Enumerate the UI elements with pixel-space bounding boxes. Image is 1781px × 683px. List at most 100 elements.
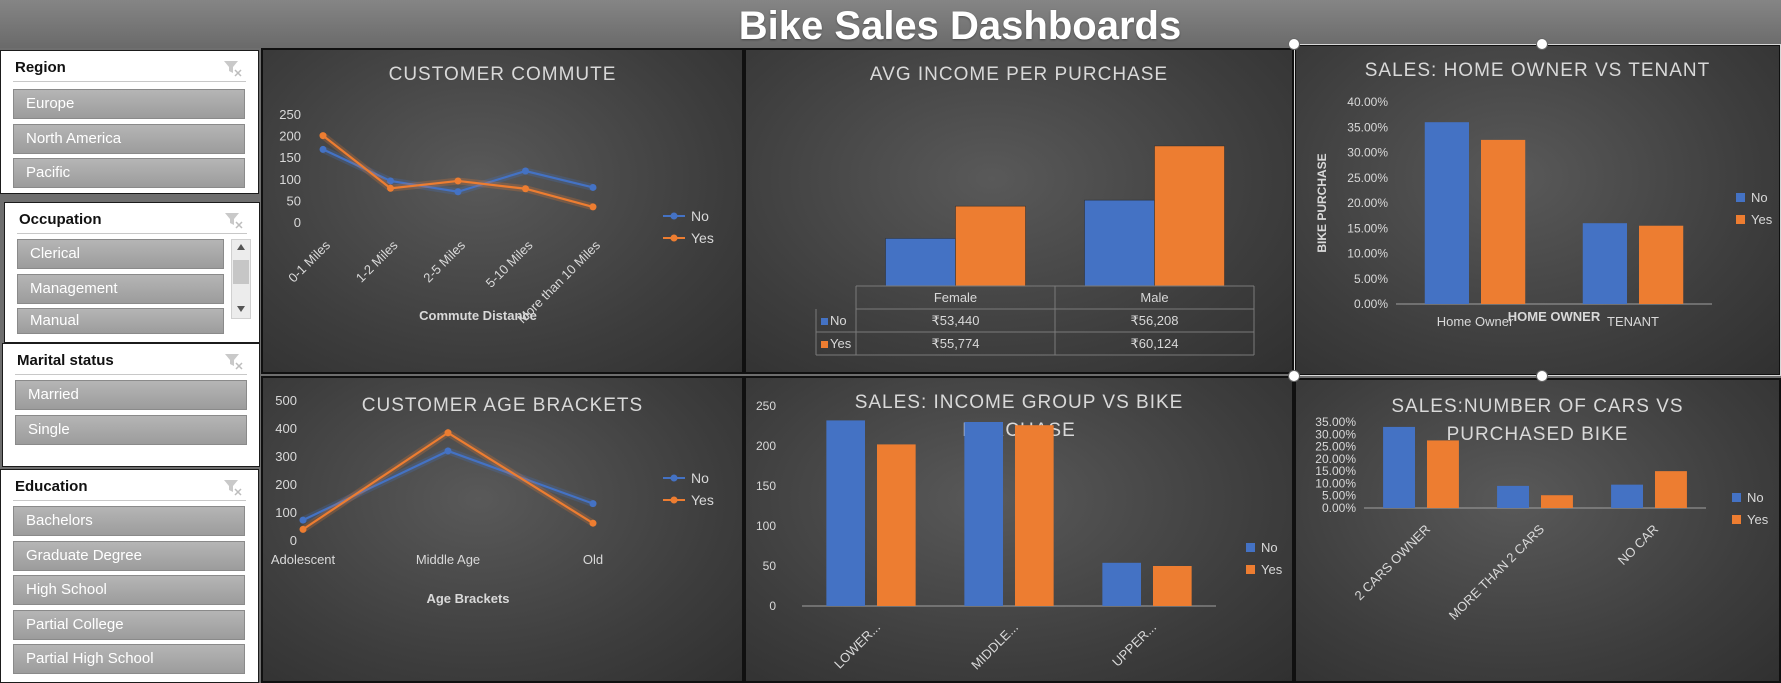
home-owner-chart[interactable]: SALES: HOME OWNER VS TENANT 0.00% 5.00% 10.… [1294, 44, 1781, 376]
dashboard-title: Bike Sales Dashboards [738, 4, 1182, 48]
x-tick-label: Adolescent [271, 552, 336, 567]
slicer-item-clerical[interactable]: Clerical [17, 239, 224, 269]
resize-handle[interactable] [1288, 370, 1300, 382]
data-point-no [444, 447, 452, 455]
bar-no-upper [1102, 562, 1141, 606]
data-point-yes [589, 203, 597, 211]
x-axis-title: Commute Distance [419, 308, 537, 323]
data-point-yes [299, 525, 307, 533]
clear-filter-icon[interactable] [223, 211, 243, 229]
region-slicer-header: Region [13, 57, 246, 82]
bar-no-home-owner [1424, 122, 1469, 304]
y-tick-label: 50 [763, 559, 777, 573]
resize-handle[interactable] [1536, 370, 1548, 382]
data-point-yes [454, 177, 462, 185]
legend-label: No [1261, 540, 1278, 555]
x-tick-label: UPPER... [1109, 620, 1159, 670]
y-tick-label: 35.00% [1315, 415, 1356, 429]
y-tick-label: 200 [756, 439, 776, 453]
legend-label: Yes [691, 492, 714, 508]
bar-yes-2-cars-owner [1427, 440, 1459, 508]
occupation-scrollbar[interactable] [231, 239, 251, 319]
slicer-item-married[interactable]: Married [15, 380, 247, 410]
data-point-no [522, 167, 529, 175]
slicer-item-partial-college[interactable]: Partial College [13, 610, 245, 640]
y-tick-label: 100 [275, 505, 297, 520]
y-tick-label: 400 [275, 421, 297, 436]
resize-handle[interactable] [1536, 38, 1548, 50]
slicer-item-manual[interactable]: Manual [17, 308, 224, 334]
bar-yes-upper [1153, 566, 1192, 606]
bar-no-male [1084, 199, 1155, 287]
bar-no-more-than-2-cars [1497, 485, 1529, 508]
bar-yes-middle [1015, 425, 1054, 606]
slicer-item-north-america[interactable]: North America [13, 124, 245, 154]
y-tick-label: 200 [279, 129, 301, 144]
education-slicer-title: Education [15, 478, 88, 495]
resize-handle[interactable] [1288, 38, 1300, 50]
y-tick-label: 200 [275, 477, 297, 492]
legend-label: No [1747, 490, 1764, 505]
legend-marker [670, 496, 678, 504]
slicer-item-graduate-degree[interactable]: Graduate Degree [13, 541, 245, 571]
clear-filter-icon[interactable] [223, 352, 243, 370]
legend-marker [670, 212, 678, 220]
legend-label: Yes [830, 336, 852, 351]
scroll-down-icon [237, 306, 245, 312]
slicer-item-partial-high-school[interactable]: Partial High School [13, 644, 245, 674]
data-point-no [299, 516, 307, 524]
customer-age-chart[interactable]: CUSTOMER AGE BRACKETS 0 100 200 300 400 500 Ado… [261, 376, 744, 683]
bar-no-2-cars-owner [1383, 426, 1415, 508]
clear-filter-icon[interactable] [222, 59, 242, 77]
y-tick-label: 10.00% [1315, 476, 1356, 490]
legend-label: Yes [1751, 212, 1773, 227]
data-point-yes [589, 519, 597, 527]
y-tick-label: 0 [290, 533, 297, 548]
bar-yes-no-car [1655, 471, 1687, 508]
bar-no-middle [964, 422, 1003, 606]
slicer-item-pacific[interactable]: Pacific [13, 158, 245, 188]
x-tick-label: 2-5 Miles [420, 237, 468, 285]
slicer-item-high-school[interactable]: High School [13, 575, 245, 605]
y-tick-label: 40.00% [1347, 95, 1388, 109]
y-tick-label: 0.00% [1322, 501, 1356, 515]
x-tick-label: TENANT [1607, 314, 1659, 329]
y-tick-label: 0 [294, 215, 301, 230]
marital-slicer-header: Marital status [15, 350, 247, 375]
y-tick-label: 250 [756, 399, 776, 413]
number-of-cars-chart[interactable]: SALES:NUMBER OF CARS VS PURCHASED BIKE 0.0… [1294, 378, 1781, 683]
y-tick-label: 25.00% [1347, 171, 1388, 185]
bar-no-female [885, 238, 956, 287]
y-tick-label: 300 [275, 449, 297, 464]
x-axis-title: Age Brackets [426, 591, 509, 606]
y-tick-label: 5.00% [1322, 489, 1356, 503]
y-tick-label: 50 [287, 193, 301, 208]
slicer-item-bachelors[interactable]: Bachelors [13, 506, 245, 536]
y-tick-label: 35.00% [1347, 120, 1388, 134]
chart-svg: SALES:NUMBER OF CARS VS PURCHASED BIKE 0.0… [1315, 396, 1769, 623]
y-tick-label: 500 [275, 393, 297, 408]
y-tick-label: 0.00% [1354, 297, 1388, 311]
chart-title: SALES: HOME OWNER VS TENANT [1365, 60, 1710, 81]
bar-no-lower [826, 420, 865, 606]
slicer-item-single[interactable]: Single [15, 415, 247, 445]
x-tick-label: Middle Age [416, 552, 480, 567]
education-slicer-header: Education [13, 476, 246, 501]
y-tick-label: 15.00% [1347, 221, 1388, 235]
table-header: Female [934, 290, 977, 305]
title-bar: Bike Sales Dashboards [0, 0, 1781, 48]
y-axis-title: BIKE PURCHASE [1315, 153, 1329, 252]
avg-income-chart[interactable]: AVG INCOME PER PURCHASE Female Male No ₹53,4… [744, 48, 1294, 374]
chart-svg: AVG INCOME PER PURCHASE Female Male No ₹53,4… [815, 64, 1255, 356]
customer-commute-chart[interactable]: CUSTOMER COMMUTE 0 50 100 150 200 250 0-1 Miles… [261, 48, 744, 374]
legend-swatch [1736, 193, 1745, 202]
legend-label: Yes [1747, 512, 1769, 527]
y-tick-label: 10.00% [1347, 247, 1388, 261]
bar-yes-lower [877, 444, 916, 606]
clear-filter-icon[interactable] [222, 478, 242, 496]
y-tick-label: 15.00% [1315, 464, 1356, 478]
income-group-chart[interactable]: SALES: INCOME GROUP VS BIKEPURCHASE05010… [744, 376, 1294, 683]
chart-title: CUSTOMER AGE BRACKETS [362, 395, 643, 416]
slicer-item-management[interactable]: Management [17, 274, 224, 304]
slicer-item-europe[interactable]: Europe [13, 89, 245, 119]
